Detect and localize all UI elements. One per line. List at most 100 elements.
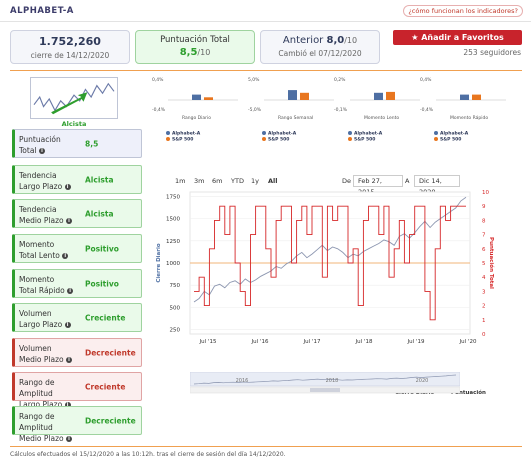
mini-chart-semanal: 5,0% -5,0% Rango Semanal Alphabet-A S&P 500 [248, 78, 334, 146]
indicator-name-line1: Momento [19, 240, 55, 249]
divider [10, 70, 522, 71]
range-button-1m[interactable]: 1m [175, 177, 186, 185]
mini-chart-diario: 0,4% -0,4% Rango Diario Alphabet-A S&P 500 [152, 78, 238, 146]
legend-dot-icon [348, 137, 352, 141]
indicator-name: Momento Total Lento i [19, 239, 85, 261]
y-right-tick: 7 [482, 233, 486, 239]
mini-legend-alphabet: Alphabet-A [262, 131, 296, 137]
add-favorites-label: Añadir a Favoritos [421, 33, 504, 42]
info-icon[interactable]: i [62, 253, 69, 259]
legend-dot-icon [166, 137, 170, 141]
mini-legend-alphabet: Alphabet-A [166, 131, 200, 137]
score-series-line [194, 205, 466, 321]
mini-legend-label: S&P 500 [354, 137, 376, 143]
how-indicators-link[interactable]: ¿cómo funcionan los indicadores? [403, 5, 523, 17]
mini-bar-sp500 [300, 92, 309, 100]
x-tick: Jul '17 [303, 339, 321, 345]
indicator-name-line1: Momento [19, 275, 55, 284]
indicator-name-line1: Rango de Amplitud [19, 378, 55, 398]
mini-legend-alphabet: Alphabet-A [434, 131, 468, 137]
legend-dot-icon [434, 137, 438, 141]
x-tick: Jul '19 [407, 339, 425, 345]
add-favorites-button[interactable]: ★ Añadir a Favoritos [393, 30, 522, 45]
mini-chart-rapido: 0,4% -0,4% Momento Rápido Alphabet-A S&P 500 [420, 78, 506, 146]
y-left-tick: 1750 [166, 194, 180, 200]
y-right-tick: 1 [482, 318, 486, 324]
indicator-card[interactable]: Rango de Amplitud Medio Plazo i Decrecient… [12, 406, 142, 443]
indicator-value: Creciente [85, 382, 126, 391]
previous-max: /10 [344, 36, 358, 45]
info-icon[interactable]: i [64, 402, 71, 408]
navigator-tick: 2020 [416, 378, 429, 384]
chart-navigator[interactable]: 2016 2018 2020 [190, 372, 460, 394]
indicator-value: Positivo [85, 279, 119, 288]
mini-title: Momento Rápido [450, 116, 489, 121]
indicator-name: Tendencia Medio Plazo i [19, 204, 85, 226]
navigator-tick: 2016 [236, 378, 249, 384]
score-value: 8,5 [179, 47, 198, 58]
info-icon[interactable]: i [66, 436, 73, 442]
trend-thumbnail-chart [30, 77, 118, 119]
indicator-card[interactable]: Rango de Amplitud Largo Plazo i Creciente [12, 372, 142, 409]
mini-bar-alphabet [460, 94, 469, 100]
indicator-card[interactable]: Momento Total Lento i Positivo [12, 234, 142, 263]
y-right-tick: 8 [482, 218, 486, 224]
info-icon[interactable]: i [67, 288, 74, 294]
x-tick: Jul '18 [355, 339, 373, 345]
y-left-label: Cierre Diario [156, 243, 162, 282]
indicator-value: 8,5 [85, 139, 99, 148]
mini-legend-label: Alphabet-A [172, 131, 201, 137]
indicator-name-line1: Tendencia [19, 205, 57, 214]
legend-score: Puntuación [451, 389, 486, 396]
y-right-label: Puntuación Total [488, 237, 495, 289]
footer-divider [10, 446, 522, 447]
y-right-tick: 4 [482, 275, 486, 281]
mini-legend-sp500: S&P 500 [348, 137, 375, 143]
from-date-input[interactable]: Feb 27, 2015 [353, 175, 403, 196]
indicator-card[interactable]: Momento Total Rápido i Positivo [12, 269, 142, 298]
indicator-card[interactable]: Volumen Largo Plazo i Creciente [12, 303, 142, 332]
info-icon[interactable]: i [66, 357, 73, 363]
mini-title: Momento Lento [364, 116, 400, 121]
y-left-tick: 500 [170, 305, 181, 311]
followers-count: 253 seguidores [463, 48, 521, 57]
indicator-card[interactable]: Volumen Medio Plazo i Decreciente [12, 338, 142, 367]
range-button-all[interactable]: All [268, 177, 278, 185]
score-label: Puntuación Total [160, 35, 230, 45]
mini-bar-sp500 [386, 91, 395, 100]
mini-bar-alphabet [288, 90, 297, 100]
range-button-3m[interactable]: 3m [194, 177, 205, 185]
indicator-name: Rango de Amplitud Medio Plazo i [19, 411, 85, 444]
to-label: A [405, 177, 410, 185]
mini-ymin: -0,4% [152, 108, 166, 113]
to-date-input[interactable]: Dic 14, 2020 [414, 175, 460, 196]
indicator-card[interactable]: Puntuación Total i 8,5 [12, 129, 142, 158]
y-right-tick: 5 [482, 261, 486, 267]
indicator-name-line2: Total [19, 146, 37, 155]
y-left-tick: 250 [170, 328, 181, 334]
mini-chart-lento: 0,2% -0,1% Momento Lento Alphabet-A S&P 500 [334, 78, 420, 146]
mini-legend-sp500: S&P 500 [434, 137, 461, 143]
info-icon[interactable]: i [64, 184, 71, 190]
range-button-ytd[interactable]: YTD [231, 177, 244, 185]
indicator-name: Momento Total Rápido i [19, 274, 85, 296]
indicator-card[interactable]: Tendencia Largo Plazo i Alcista [12, 165, 142, 194]
range-button-1y[interactable]: 1y [251, 177, 259, 185]
mini-ymin: -0,4% [420, 108, 434, 113]
indicator-card[interactable]: Tendencia Medio Plazo i Alcista [12, 199, 142, 228]
range-button-6m[interactable]: 6m [212, 177, 223, 185]
indicator-name: Volumen Medio Plazo i [19, 343, 85, 365]
indicator-value: Alcista [85, 209, 114, 218]
x-tick: Jul '16 [251, 339, 269, 345]
indicator-name-line2: Total Rápido [19, 286, 65, 295]
y-left-tick: 1250 [166, 239, 180, 245]
info-icon[interactable]: i [38, 148, 45, 154]
mini-title: Rango Diario [182, 116, 212, 121]
info-icon[interactable]: i [64, 322, 71, 328]
previous-value: 8,0 [326, 35, 345, 46]
indicator-value: Positivo [85, 244, 119, 253]
score-max: /10 [197, 48, 211, 57]
y-right-tick: 10 [482, 190, 489, 196]
info-icon[interactable]: i [66, 218, 73, 224]
indicator-name: Rango de Amplitud Largo Plazo i [19, 377, 85, 410]
